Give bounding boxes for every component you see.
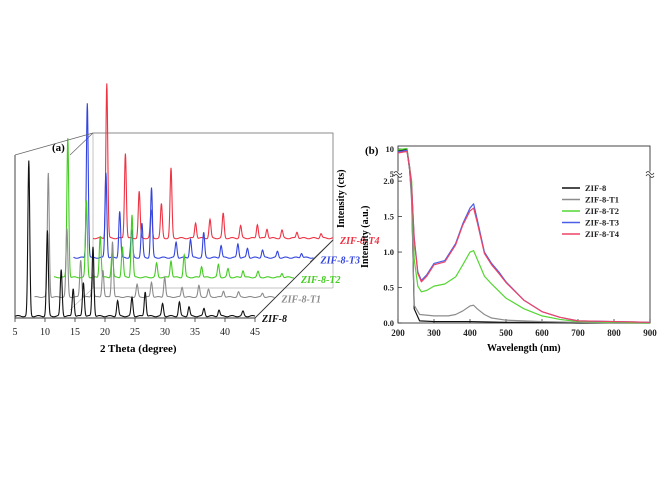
y-tick-label: 10 <box>386 144 395 154</box>
xrd-pattern-line <box>14 160 256 318</box>
legend-entry-label: ZIF-8-T3 <box>585 218 619 228</box>
panel-a-x-axis-label: 2 Theta (degree) <box>100 343 177 355</box>
y-tick-label: 2.0 <box>383 176 394 186</box>
y-tick-label: 0.5 <box>383 283 394 293</box>
panel-b-pl: 200 300 400 500 600 700 800 900 0.0 0.5 1.0 1.5 2.05… <box>360 144 657 354</box>
xrd-series-label: ZIF-8-T4 <box>339 236 379 247</box>
axis-break-gap <box>646 171 654 177</box>
x-tick-label: 700 <box>571 328 585 338</box>
panel-a-series-group <box>14 83 334 318</box>
x-tick-label: 900 <box>643 328 657 338</box>
panel-b-x-axis-label: Wavelength (nm) <box>487 343 561 354</box>
x-tick-label: 400 <box>463 328 477 338</box>
panel-b-label: (b) <box>365 145 379 157</box>
x-tick-label: 35 <box>190 327 200 338</box>
y-tick-label: 5 <box>390 169 394 179</box>
panel-a-xrd: 5 10 15 20 25 30 35 40 45 (a) 2 Theta (degree) I… <box>13 83 379 355</box>
panel-a-top-edge <box>14 132 94 156</box>
pl-spectrum-line <box>397 149 650 324</box>
legend-entry-label: ZIF-8 <box>585 183 606 193</box>
x-tick-label: 5 <box>13 327 18 338</box>
x-tick-label: 300 <box>427 328 441 338</box>
panel-a-y-axis-label: Intensity (cts) <box>336 169 347 228</box>
panel-b-series-group <box>397 147 651 324</box>
panel-b-axis-break <box>393 171 655 178</box>
x-tick-label: 500 <box>499 328 513 338</box>
x-tick-label: 45 <box>250 327 260 338</box>
x-tick-label: 30 <box>160 327 170 338</box>
axis-break-gap <box>394 171 402 177</box>
xrd-series-label: ZIF-8 <box>261 314 287 325</box>
x-tick-label: 15 <box>70 327 80 338</box>
xrd-pattern-line <box>34 172 275 299</box>
x-tick-label: 600 <box>535 328 549 338</box>
panel-a-series-labels: ZIF-8-T4 ZIF-8-T3 ZIF-8-T2 ZIF-8-T1 ZIF-8 <box>261 236 379 325</box>
y-tick-label: 1.5 <box>383 212 394 222</box>
x-tick-label: 25 <box>130 327 140 338</box>
axis-break-mark <box>645 171 655 178</box>
xrd-series-label: ZIF-8-T2 <box>300 275 340 286</box>
y-tick-label: 0.0 <box>383 318 394 328</box>
axis-break-mark <box>393 171 403 178</box>
panel-b-y-axis-label: Intensity (a.u.) <box>360 205 371 268</box>
x-tick-label: 200 <box>391 328 405 338</box>
x-tick-label: 40 <box>220 327 230 338</box>
panel-a-x-ticks: 5 10 15 20 25 30 35 40 45 <box>13 318 260 338</box>
x-tick-label: 10 <box>40 327 50 338</box>
legend-entry-label: ZIF-8-T2 <box>585 206 619 216</box>
legend-entry-label: ZIF-8-T1 <box>585 195 619 205</box>
panel-a-label: (a) <box>52 142 65 154</box>
panel-b-plot-frame <box>397 145 651 324</box>
xrd-pattern-line <box>92 83 334 240</box>
y-tick-label: 1.0 <box>383 247 394 257</box>
x-tick-label: 800 <box>607 328 621 338</box>
xrd-series-label: ZIF-8-T1 <box>281 295 321 306</box>
panel-a-back-wall <box>69 132 334 263</box>
pl-spectrum-line <box>397 150 651 323</box>
x-tick-label: 20 <box>100 327 110 338</box>
xrd-series-label: ZIF-8-T3 <box>320 256 360 267</box>
legend-entry-label: ZIF-8-T4 <box>585 229 620 239</box>
panel-b-ticks: 200 300 400 500 600 700 800 900 0.0 0.5 1.0 1.5 2.05… <box>383 144 657 338</box>
